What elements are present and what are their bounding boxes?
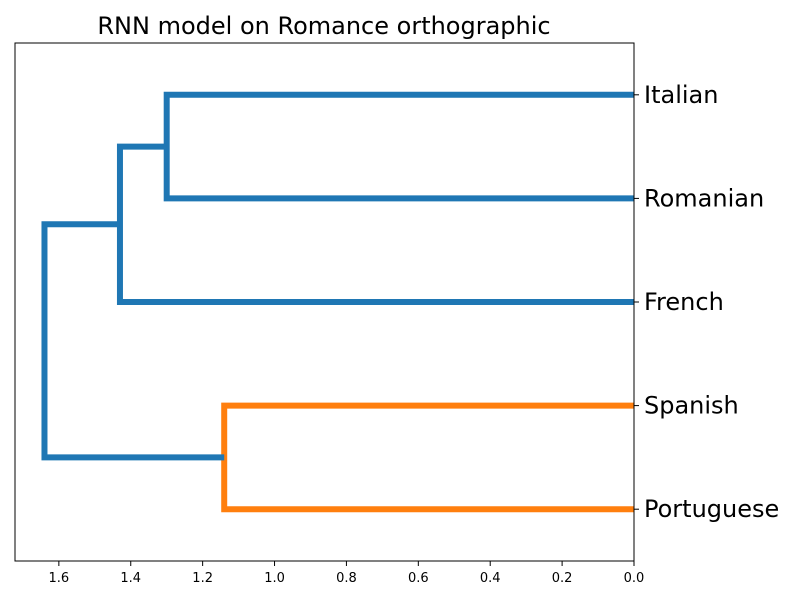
leaf-label-french: French <box>644 288 724 316</box>
chart-title: RNN model on Romance orthographic <box>97 12 550 40</box>
x-tick-label: 0.6 <box>408 571 429 586</box>
x-tick-label: 0.4 <box>480 571 501 586</box>
x-axis-ticks: 1.6 1.4 1.2 1.0 0.8 0.6 0.4 0.2 0.0 <box>49 561 645 586</box>
x-tick-label: 1.0 <box>264 571 285 586</box>
x-tick-label: 1.2 <box>192 571 213 586</box>
x-tick-label: 0.2 <box>552 571 573 586</box>
leaf-labels: Italian Romanian French Spanish Portuguese <box>634 81 779 523</box>
x-tick-label: 0.0 <box>624 571 645 586</box>
dendrogram-link-2 <box>116 143 634 305</box>
dendrogram-link-1 <box>163 91 634 202</box>
leaf-label-italian: Italian <box>644 81 718 109</box>
x-tick-label: 0.8 <box>336 571 357 586</box>
dendrogram-link-4 <box>41 221 225 461</box>
x-tick-label: 1.4 <box>120 571 141 586</box>
dendrogram-link-3 <box>221 402 634 513</box>
leaf-label-spanish: Spanish <box>644 392 739 420</box>
leaf-label-romanian: Romanian <box>644 184 764 212</box>
x-tick-label: 1.6 <box>49 571 70 586</box>
leaf-label-portuguese: Portuguese <box>644 495 779 523</box>
dendrogram-links <box>41 91 634 513</box>
